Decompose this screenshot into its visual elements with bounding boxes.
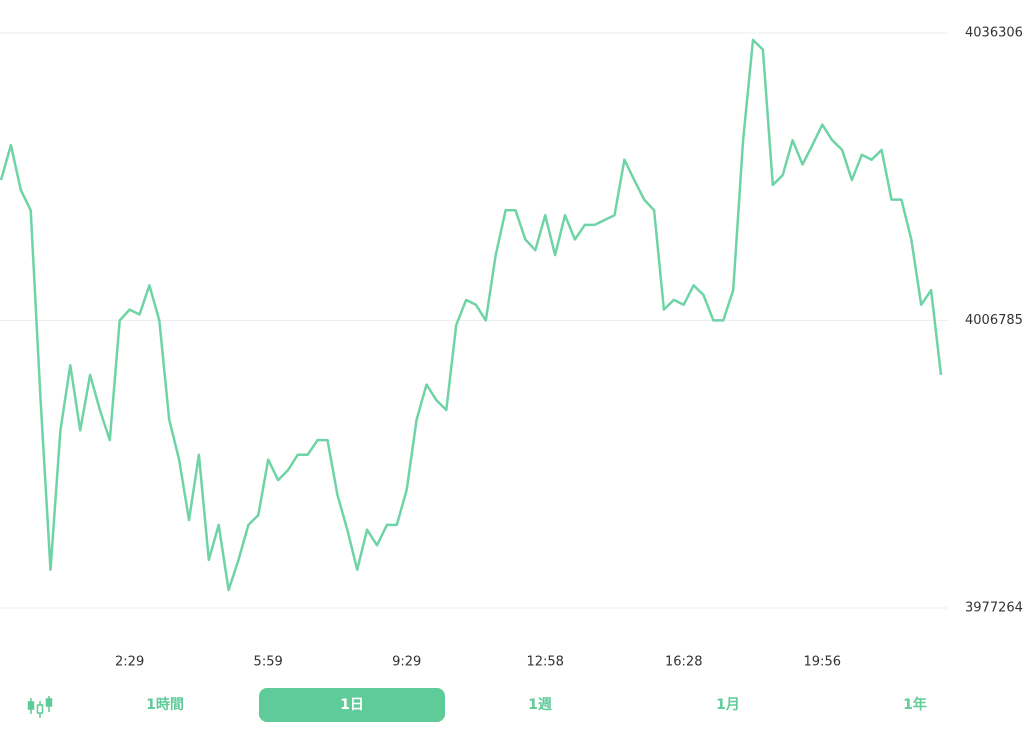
period-button[interactable]: 1週 (528, 697, 552, 713)
x-tick-label: 12:58 (526, 655, 563, 670)
y-tick-label: 4036306 (965, 26, 1023, 41)
y-tick-label: 3977264 (965, 601, 1023, 616)
candle-icon[interactable] (25, 692, 55, 722)
x-tick-label: 9:29 (392, 655, 421, 670)
period-button[interactable]: 1年 (903, 697, 927, 713)
period-button[interactable]: 1月 (716, 697, 740, 713)
period-button[interactable]: 1日 (259, 688, 445, 722)
x-tick-label: 19:56 (804, 655, 841, 670)
period-button[interactable]: 1時間 (146, 697, 184, 713)
chart: 3977264 4006785 4036306 2:29 5:59 9:29 12:58 16… (0, 26, 1023, 670)
x-tick-label: 16:28 (665, 655, 702, 670)
x-tick-label: 2:29 (115, 655, 144, 670)
y-tick-label: 4006785 (965, 313, 1023, 328)
x-tick-label: 5:59 (254, 655, 283, 670)
price-line (0, 38, 943, 592)
